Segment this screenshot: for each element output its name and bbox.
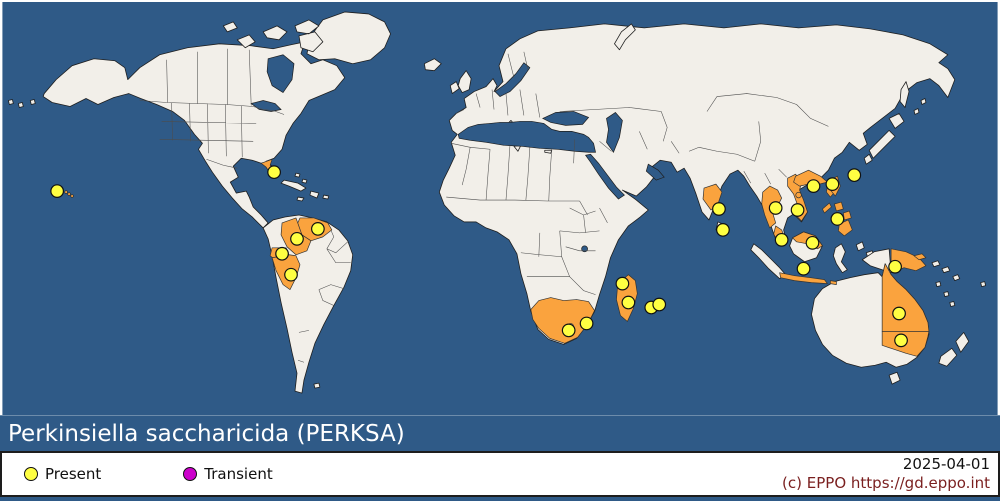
region-ireland [449,81,460,94]
point-comoros[interactable] [615,276,630,291]
black-sea [541,111,590,126]
point-venezuela[interactable] [311,222,325,236]
legend-present-label: Present [45,465,102,483]
legend-bar: Present Transient 2025-04-01 (c) EPPO ht… [0,451,1000,497]
point-java[interactable] [796,261,811,276]
caspian-sea [606,112,623,153]
sea-layer [250,54,665,253]
point-florida[interactable] [267,165,281,180]
region-bali[interactable] [830,280,837,285]
region-sakhalin [899,81,910,108]
point-ryukyu[interactable] [847,168,862,183]
legend-item-transient[interactable]: Transient [183,465,273,483]
region-new-britain[interactable] [913,253,927,261]
point-south-africa-west[interactable] [561,323,576,338]
region-falklands [313,382,321,389]
baltic-sea [494,62,531,97]
region-kuril [913,98,927,115]
region-south-africa[interactable] [530,297,595,344]
point-sri-lanka[interactable] [716,223,730,237]
point-ecuador[interactable] [275,246,289,261]
region-hawaii-3[interactable] [70,194,74,198]
region-aleutians [7,99,36,108]
page-title: Perkinsiella saccharicida (PERKSA) [8,420,405,447]
region-sulawesi [832,243,848,274]
region-hawaii-2[interactable] [67,192,71,196]
point-mauritius[interactable] [652,297,667,312]
region-hispaniola [309,190,320,199]
point-taiwan[interactable] [825,177,840,191]
region-jamaica [296,196,305,202]
copyright-link[interactable]: (c) EPPO https://gd.eppo.int [782,473,990,492]
point-madagascar[interactable] [621,295,636,310]
internal-borders [139,48,829,363]
legend-transient-label: Transient [204,465,273,483]
land-layer [7,11,987,394]
mediterranean-sea [457,121,596,153]
transient-swatch-icon [183,467,198,481]
region-arctic-islands [222,19,324,53]
present-swatch-icon [24,467,38,481]
point-philippines[interactable] [830,212,845,226]
region-solomons [931,260,961,282]
point-sabah-borneo[interactable] [805,235,820,250]
point-peru[interactable] [284,267,298,282]
region-new-zealand [938,332,970,367]
point-colombia[interactable] [290,231,304,246]
region-bahamas [294,172,308,184]
region-cuba [280,179,307,192]
region-iceland [423,58,442,72]
hudson-bay [266,54,295,94]
map-title-bar: Perkinsiella saccharicida (PERKSA) [0,415,1000,451]
region-puerto-rico [322,194,330,200]
great-lakes [250,100,282,112]
red-sea [584,153,625,200]
point-hawaii[interactable] [50,184,65,198]
point-papua-new-guinea[interactable] [888,259,902,274]
point-south-africa-east[interactable] [579,316,594,331]
map-date: 2025-04-01 [902,455,990,473]
region-greenland [306,11,391,65]
region-palawan[interactable] [822,202,832,214]
persian-gulf [645,163,665,181]
point-peninsular-malaysia[interactable] [774,232,789,247]
region-crete [544,149,553,154]
legend-item-present[interactable]: Present [24,465,101,483]
lake-victoria [581,245,588,253]
point-queensland[interactable] [892,306,906,321]
world-map [2,2,998,415]
region-hainan[interactable] [795,191,802,199]
map-stamp: 2025-04-01 (c) EPPO https://gd.eppo.int [782,455,990,493]
region-japan [863,113,905,165]
region-tasmania [888,371,901,385]
region-pacific-islands [935,281,987,307]
point-south-china[interactable] [806,179,821,193]
region-java[interactable] [779,272,828,284]
footer-strip [0,497,1000,501]
point-india-south[interactable] [712,202,726,216]
point-vietnam[interactable] [790,203,805,217]
region-hawaii-1[interactable] [64,190,68,194]
point-new-south-wales[interactable] [894,333,908,348]
point-thailand[interactable] [768,201,783,215]
occurrence-points-layer [50,165,908,348]
world-map-svg[interactable] [2,2,998,415]
region-novaya-zemlya [614,23,636,51]
